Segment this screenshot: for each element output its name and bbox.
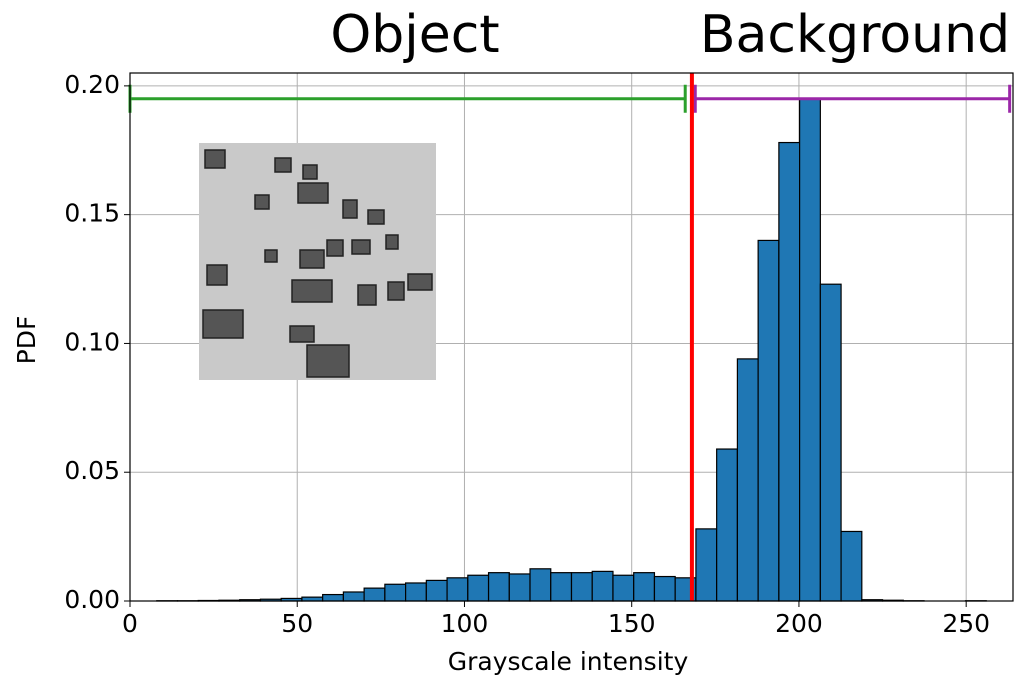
y-tick-label: 0.10	[64, 327, 120, 356]
bar	[570, 572, 593, 602]
bar	[384, 583, 407, 602]
bar	[322, 593, 344, 602]
bar	[425, 579, 448, 602]
bar	[487, 572, 510, 602]
bars	[156, 98, 987, 602]
ticks: 0 50 100 150 200 250 0.00 0.05 0.10 0.15 0.20	[64, 70, 990, 638]
bar	[633, 572, 656, 602]
bar	[363, 587, 386, 602]
x-tick-label: 200	[775, 609, 823, 638]
bar	[695, 528, 718, 602]
object-label: Object	[330, 5, 499, 65]
bar	[799, 98, 821, 602]
annotations	[128, 73, 1012, 601]
bar	[467, 574, 490, 602]
y-axis-label: PDF	[12, 316, 41, 365]
x-tick-label: 150	[608, 609, 656, 638]
bar	[653, 575, 676, 602]
x-tick-label: 0	[122, 609, 138, 638]
background-label: Background	[700, 5, 1010, 65]
bar	[840, 530, 863, 602]
bar	[405, 582, 427, 602]
y-tick-label: 0.15	[64, 199, 120, 228]
bar	[757, 239, 780, 602]
y-tick-label: 0.05	[64, 456, 120, 485]
y-tick-label: 0.20	[64, 70, 120, 99]
bar	[446, 577, 469, 602]
bar	[342, 591, 365, 602]
bar	[819, 283, 842, 602]
bar	[612, 574, 635, 602]
bar	[716, 448, 738, 602]
x-tick-label: 100	[441, 609, 489, 638]
bar	[736, 358, 759, 602]
x-tick-label: 50	[281, 609, 313, 638]
x-tick-label: 250	[942, 609, 990, 638]
bar	[508, 573, 531, 602]
inset-image	[199, 143, 436, 380]
plot-frame	[129, 72, 1014, 602]
y-tick-label: 0.00	[64, 585, 120, 614]
bar	[778, 141, 801, 602]
bar	[550, 572, 573, 602]
bar	[529, 568, 552, 602]
bar	[591, 570, 614, 602]
x-axis-label: Grayscale intensity	[448, 647, 689, 676]
